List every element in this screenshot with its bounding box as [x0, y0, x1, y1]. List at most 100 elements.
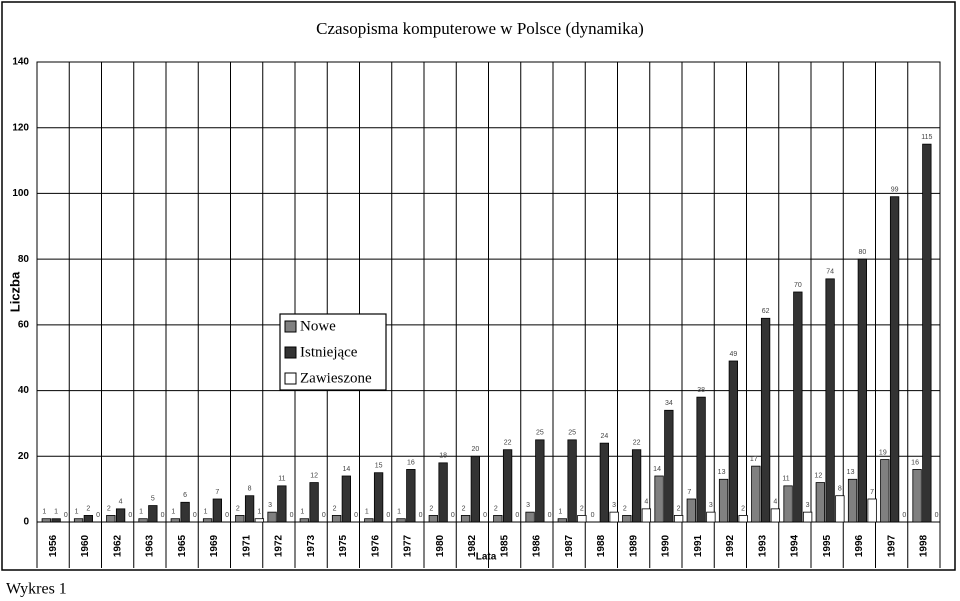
bar [364, 518, 374, 523]
data-label: 4 [644, 499, 648, 506]
data-label: 16 [911, 459, 919, 466]
bar [373, 472, 384, 523]
bar [170, 518, 180, 523]
x-tick-label: 1956 [48, 534, 59, 557]
data-label: 12 [310, 472, 318, 479]
bar [254, 518, 265, 523]
x-tick-label: 1993 [757, 534, 768, 557]
bar [406, 469, 416, 523]
data-label: 1 [558, 509, 562, 516]
bar [847, 478, 858, 523]
bar [106, 515, 116, 523]
data-label: 2 [677, 505, 681, 512]
bar [706, 511, 716, 523]
data-label: 8 [248, 486, 252, 493]
x-tick-label: 1985 [499, 534, 510, 557]
x-tick-label: 1986 [532, 534, 543, 557]
y-tick-label: 100 [12, 188, 29, 199]
bar [622, 515, 632, 523]
data-label: 62 [762, 308, 770, 315]
bar [751, 465, 761, 523]
bar [267, 511, 277, 523]
x-tick-label: 1960 [80, 534, 91, 557]
data-label: 11 [278, 476, 285, 483]
data-label: 25 [536, 430, 544, 437]
legend-swatch [284, 372, 297, 385]
x-tick-label: 1962 [112, 534, 123, 557]
data-label: 1 [54, 509, 58, 516]
x-axis-label: Lata [476, 552, 497, 563]
data-label: 1 [42, 509, 46, 516]
bar [244, 495, 255, 523]
x-tick-label: 1977 [403, 534, 414, 557]
data-label: 3 [526, 502, 530, 509]
bar [802, 511, 813, 523]
bar [760, 317, 771, 523]
bar [83, 515, 93, 523]
x-tick-label: 1980 [435, 534, 446, 557]
bar [835, 495, 845, 523]
data-label: 2 [236, 505, 240, 512]
data-label: 80 [858, 249, 866, 256]
bar [728, 360, 738, 523]
bar [535, 439, 545, 523]
x-tick-label: 1975 [338, 534, 349, 557]
bar [599, 442, 609, 523]
data-label: 19 [879, 449, 887, 456]
data-label: 16 [407, 459, 415, 466]
bar [502, 449, 513, 523]
data-label: 99 [891, 187, 899, 194]
bar [654, 475, 664, 523]
data-label: 2 [429, 505, 433, 512]
bar [41, 518, 51, 523]
data-label: 0 [591, 512, 595, 519]
x-tick-label: 1990 [661, 534, 672, 557]
x-tick-label: 1972 [274, 534, 285, 557]
y-tick-label: 80 [18, 254, 30, 265]
data-label: 1 [365, 509, 369, 516]
data-label: 2 [741, 505, 745, 512]
bar [235, 515, 245, 523]
bar [696, 396, 706, 523]
data-label: 0 [128, 512, 132, 519]
bar [738, 515, 748, 523]
bar [277, 485, 287, 523]
legend-label: Zawieszone [300, 370, 372, 386]
data-label: 7 [215, 489, 219, 496]
x-tick-label: 1994 [790, 534, 801, 557]
x-tick-label: 1982 [467, 534, 478, 557]
bar [470, 455, 481, 523]
x-tick-label: 1989 [628, 534, 639, 557]
bar [331, 515, 342, 523]
bar [815, 482, 825, 523]
data-label: 7 [687, 489, 691, 496]
bar [577, 515, 587, 523]
legend-swatch [284, 320, 297, 333]
x-tick-label: 1988 [596, 534, 607, 557]
bar [115, 508, 126, 523]
y-tick-label: 20 [18, 451, 30, 462]
legend-swatch [284, 346, 297, 359]
data-label: 5 [151, 495, 155, 502]
x-tick-label: 1998 [919, 534, 930, 557]
data-label: 15 [375, 463, 383, 470]
x-tick-label: 1992 [725, 534, 736, 557]
x-tick-label: 1987 [564, 534, 575, 557]
x-tick-label: 1996 [854, 534, 865, 557]
data-label: 1 [397, 509, 401, 516]
data-label: 1 [257, 509, 261, 516]
y-tick-label: 140 [12, 57, 29, 68]
x-tick-label: 1965 [177, 534, 188, 557]
bar [880, 459, 890, 523]
x-tick-label: 1997 [886, 534, 897, 557]
data-label: 3 [709, 502, 713, 509]
caption: Wykres 1 [6, 581, 67, 598]
data-label: 1 [204, 509, 208, 516]
data-label: 0 [354, 512, 358, 519]
data-label: 0 [483, 512, 487, 519]
data-label: 1 [139, 509, 143, 516]
bar [525, 511, 535, 523]
data-label: 74 [826, 269, 834, 276]
data-label: 0 [515, 512, 519, 519]
